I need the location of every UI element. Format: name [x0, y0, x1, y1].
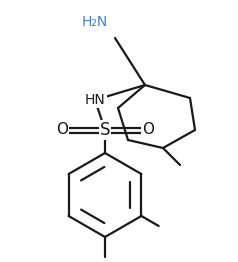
Text: HN: HN [85, 93, 105, 107]
Text: O: O [56, 123, 68, 138]
Text: O: O [142, 123, 154, 138]
Text: H₂N: H₂N [82, 15, 108, 29]
Text: S: S [100, 121, 110, 139]
